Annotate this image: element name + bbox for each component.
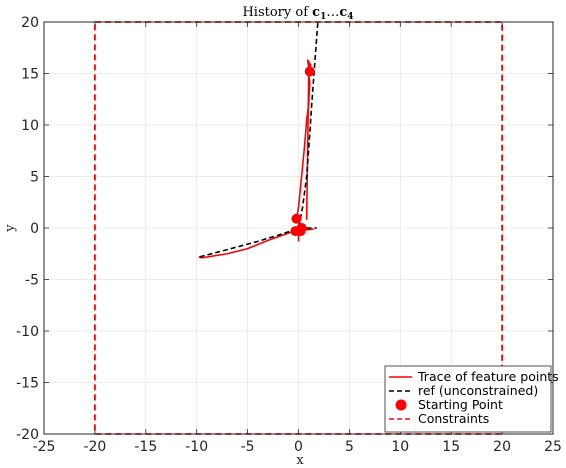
x-tick-label: 25 bbox=[544, 439, 562, 455]
starting-point-marker bbox=[304, 66, 315, 77]
y-tick-label: 20 bbox=[21, 15, 39, 31]
x-axis-label: x bbox=[296, 453, 304, 468]
x-tick-label: 15 bbox=[442, 439, 460, 455]
starting-points bbox=[290, 66, 315, 237]
legend-label-start: Starting Point bbox=[418, 397, 503, 412]
y-tick-label: -20 bbox=[16, 427, 39, 443]
legend-marker-start bbox=[395, 399, 407, 411]
x-tick-label: 0 bbox=[294, 439, 303, 455]
starting-point-marker bbox=[295, 226, 306, 237]
y-tick-label: -5 bbox=[25, 273, 39, 289]
y-tick-label: 0 bbox=[30, 221, 39, 237]
x-tick-label: -20 bbox=[83, 439, 106, 455]
x-tick-label: -25 bbox=[33, 439, 56, 455]
x-tick-label: -10 bbox=[185, 439, 208, 455]
legend-label-trace: Trace of feature points bbox=[417, 369, 559, 384]
y-tick-label: 10 bbox=[21, 118, 39, 134]
chart-title: History of c1…c4 bbox=[242, 5, 353, 22]
starting-point-marker bbox=[291, 213, 302, 224]
x-tick-label: 20 bbox=[493, 439, 511, 455]
legend-box bbox=[384, 365, 552, 433]
x-tick-label: -15 bbox=[134, 439, 157, 455]
legend-label-ref: ref (unconstrained) bbox=[418, 383, 538, 398]
y-tick-label: 15 bbox=[21, 67, 39, 83]
y-tick-label: 5 bbox=[30, 170, 39, 186]
y-tick-label: -10 bbox=[16, 324, 39, 340]
y-axis-label: y bbox=[3, 224, 18, 233]
x-tick-label: 10 bbox=[391, 439, 409, 455]
tick-labels: -25 -20 -15 -10 -5 0 5 10 15 20 25-20-15-10-505101… bbox=[16, 15, 562, 455]
legend-label-constraints: Constraints bbox=[418, 411, 489, 426]
x-tick-label: 5 bbox=[345, 439, 354, 455]
legend: Trace of feature points ref (unconstrain… bbox=[384, 365, 559, 433]
y-tick-label: -15 bbox=[16, 376, 39, 392]
x-tick-label: -5 bbox=[241, 439, 255, 455]
ticks bbox=[43, 21, 554, 435]
